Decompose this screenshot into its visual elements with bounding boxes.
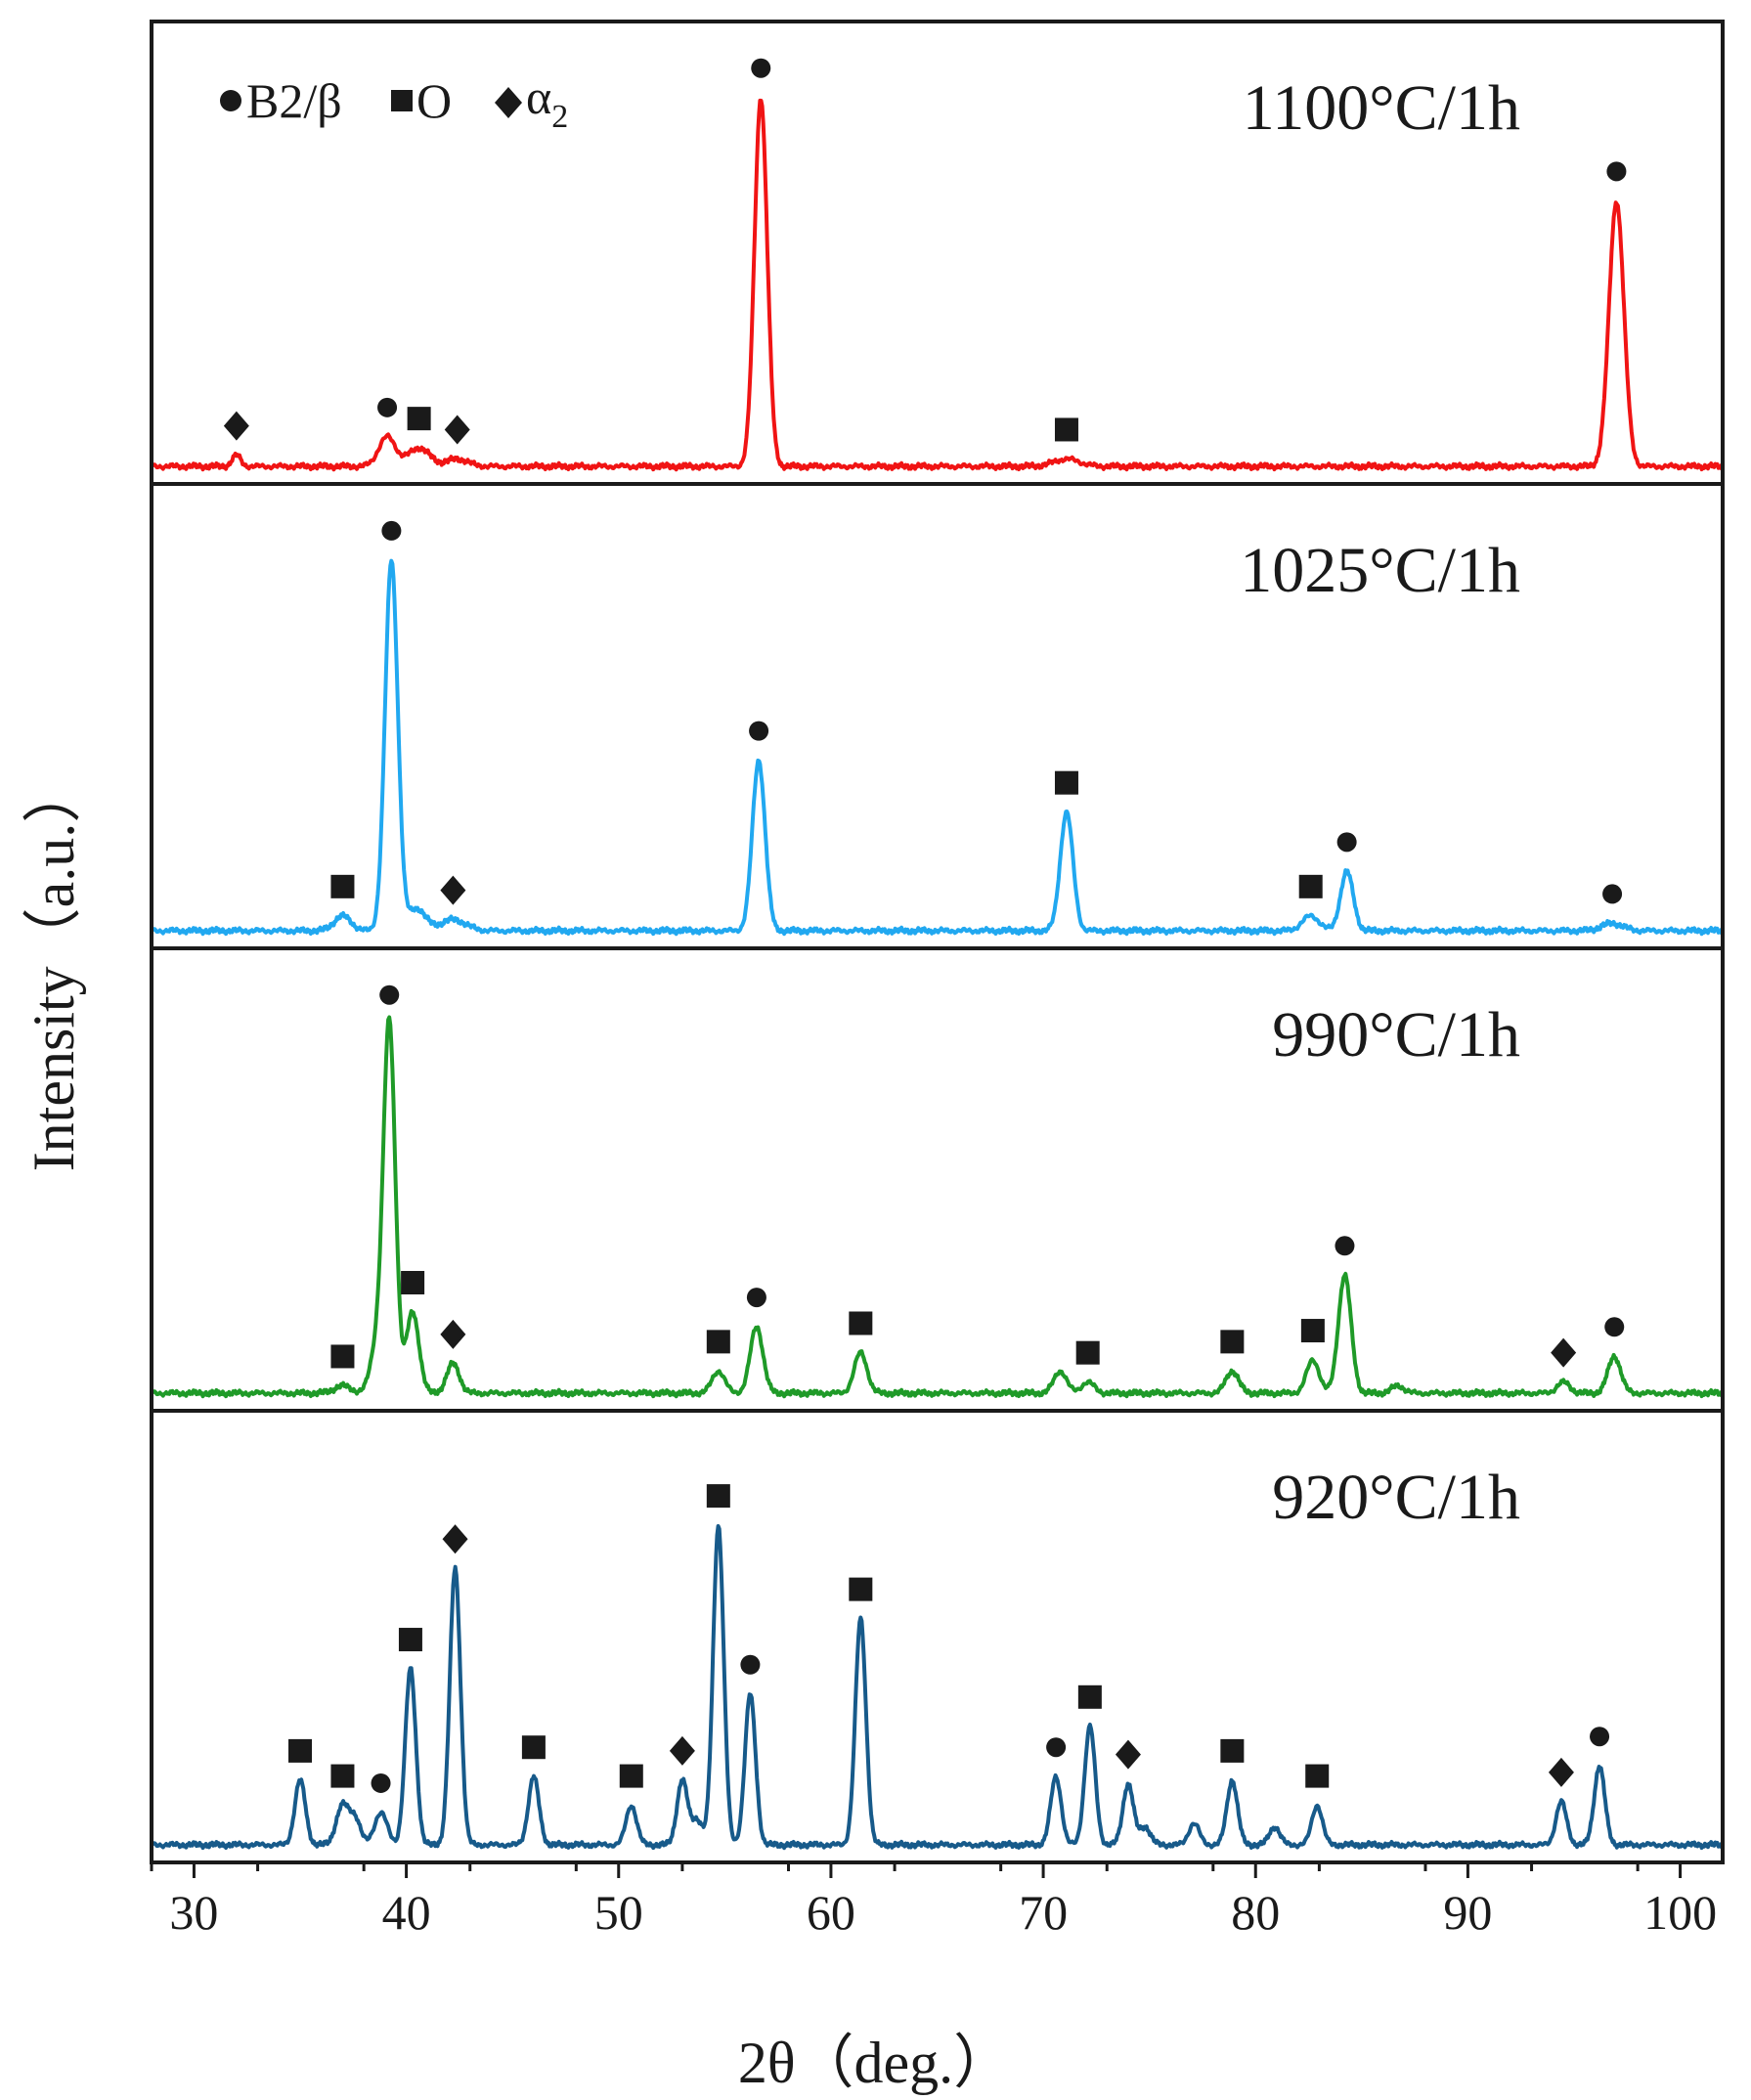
marker-circle-990c1h-2 [379, 984, 400, 1005]
marker-circle-1025c1h-8 [1602, 884, 1623, 904]
legend-label-b2-beta: B2/β [246, 73, 342, 128]
marker-diamond-920c1h-5 [442, 1524, 468, 1554]
marker-square-920c1h-20 [1305, 1764, 1330, 1788]
panel-990c1h: 990°C/1h [150, 946, 1725, 1413]
series-line-990c1h [151, 1015, 1725, 1399]
marker-diamond-990c1h-4 [440, 1319, 466, 1349]
marker-square-1025c1h-6 [1298, 874, 1323, 898]
marker-circle-920c1h-22 [1590, 1727, 1610, 1747]
marker-square-920c1h-1 [330, 1764, 355, 1788]
marker-square-990c1h-7 [849, 1311, 873, 1335]
x-tick-label-100: 100 [1643, 1885, 1717, 1940]
marker-circle-920c1h-3 [371, 1772, 391, 1793]
marker-circle-1025c1h-7 [1336, 832, 1357, 853]
marker-square-920c1h-6 [521, 1735, 546, 1760]
series-line-1025c1h [151, 558, 1725, 937]
series-line-920c1h [151, 1524, 1725, 1851]
marker-diamond-920c1h-21 [1548, 1757, 1574, 1787]
chart-panels: 1100°C/1h 1025°C/1h 990°C/1h 920°C/1h [150, 20, 1725, 1864]
y-axis-title: Intensity（a.u.） [22, 765, 86, 1172]
marker-square-920c1h-14 [1077, 1684, 1102, 1709]
legend: B2/β O α2 [220, 69, 568, 135]
x-tick-label-30: 30 [169, 1885, 218, 1940]
legend-diamond-marker [495, 87, 522, 118]
panel-label-990c1h: 990°C/1h [1272, 999, 1520, 1071]
legend-square-marker [391, 90, 413, 111]
legend-label-alpha2: α2 [526, 69, 568, 135]
x-tick-label-60: 60 [807, 1885, 855, 1940]
panel-label-1025c1h: 1025°C/1h [1240, 535, 1520, 606]
marker-square-990c1h-3 [401, 1271, 425, 1294]
x-tick-label-50: 50 [594, 1885, 643, 1940]
marker-square-990c1h-11 [1300, 1319, 1325, 1343]
marker-square-990c1h-9 [1075, 1340, 1100, 1365]
panel-920c1h: 920°C/1h [150, 1409, 1725, 1864]
panel-1025c1h: 1025°C/1h [150, 482, 1725, 950]
x-axis-title: 2θ（deg.） [738, 2031, 1012, 2095]
marker-circle-990c1h-12 [1335, 1236, 1355, 1256]
marker-circle-1025c1h-1 [381, 520, 402, 541]
marker-diamond-1025c1h-3 [440, 875, 466, 905]
marker-circle-920c1h-11 [740, 1654, 761, 1675]
marker-circle-920c1h-13 [1046, 1737, 1067, 1758]
marker-diamond-990c1h-14 [1551, 1337, 1577, 1368]
series-line-1100c1h [151, 98, 1725, 472]
marker-square-920c1h-10 [706, 1484, 730, 1509]
marker-circle-1100c1h-1 [377, 397, 398, 417]
x-tick-label-80: 80 [1231, 1885, 1280, 1940]
marker-diamond-1100c1h-0 [223, 411, 249, 441]
marker-square-920c1h-18 [1220, 1738, 1245, 1763]
x-axis: 30 40 50 60 70 80 90 100 [150, 1862, 1717, 1940]
panel-frame-920c1h [150, 1409, 1725, 1864]
marker-circle-990c1h-6 [746, 1288, 766, 1308]
marker-diamond-1100c1h-3 [444, 415, 470, 445]
legend-label-o: O [416, 73, 452, 128]
marker-circle-1100c1h-4 [751, 58, 771, 78]
marker-square-1100c1h-5 [1054, 417, 1078, 442]
marker-square-990c1h-5 [706, 1330, 730, 1354]
marker-circle-1025c1h-4 [749, 721, 769, 741]
marker-square-1025c1h-0 [330, 874, 355, 898]
marker-square-1100c1h-2 [407, 407, 431, 431]
marker-square-920c1h-4 [398, 1628, 422, 1652]
marker-square-920c1h-7 [619, 1764, 643, 1788]
marker-circle-1100c1h-6 [1606, 161, 1627, 182]
marker-square-990c1h-0 [330, 1344, 355, 1369]
legend-alpha-subscript: 2 [551, 99, 568, 135]
marker-diamond-920c1h-15 [1115, 1739, 1141, 1770]
x-tick-label-90: 90 [1443, 1885, 1492, 1940]
legend-alpha-symbol: α [526, 69, 551, 124]
x-tick-label-70: 70 [1019, 1885, 1068, 1940]
marker-square-990c1h-10 [1220, 1330, 1245, 1354]
panel-label-1100c1h: 1100°C/1h [1243, 72, 1520, 144]
marker-diamond-920c1h-8 [669, 1735, 695, 1766]
panel-1100c1h: 1100°C/1h [150, 20, 1725, 486]
panel-label-920c1h: 920°C/1h [1272, 1462, 1520, 1533]
x-tick-label-40: 40 [382, 1885, 431, 1940]
marker-square-920c1h-0 [288, 1738, 313, 1763]
marker-square-1025c1h-5 [1054, 770, 1078, 795]
marker-square-920c1h-12 [849, 1577, 873, 1601]
marker-circle-990c1h-15 [1604, 1317, 1625, 1337]
legend-circle-marker [220, 90, 241, 111]
